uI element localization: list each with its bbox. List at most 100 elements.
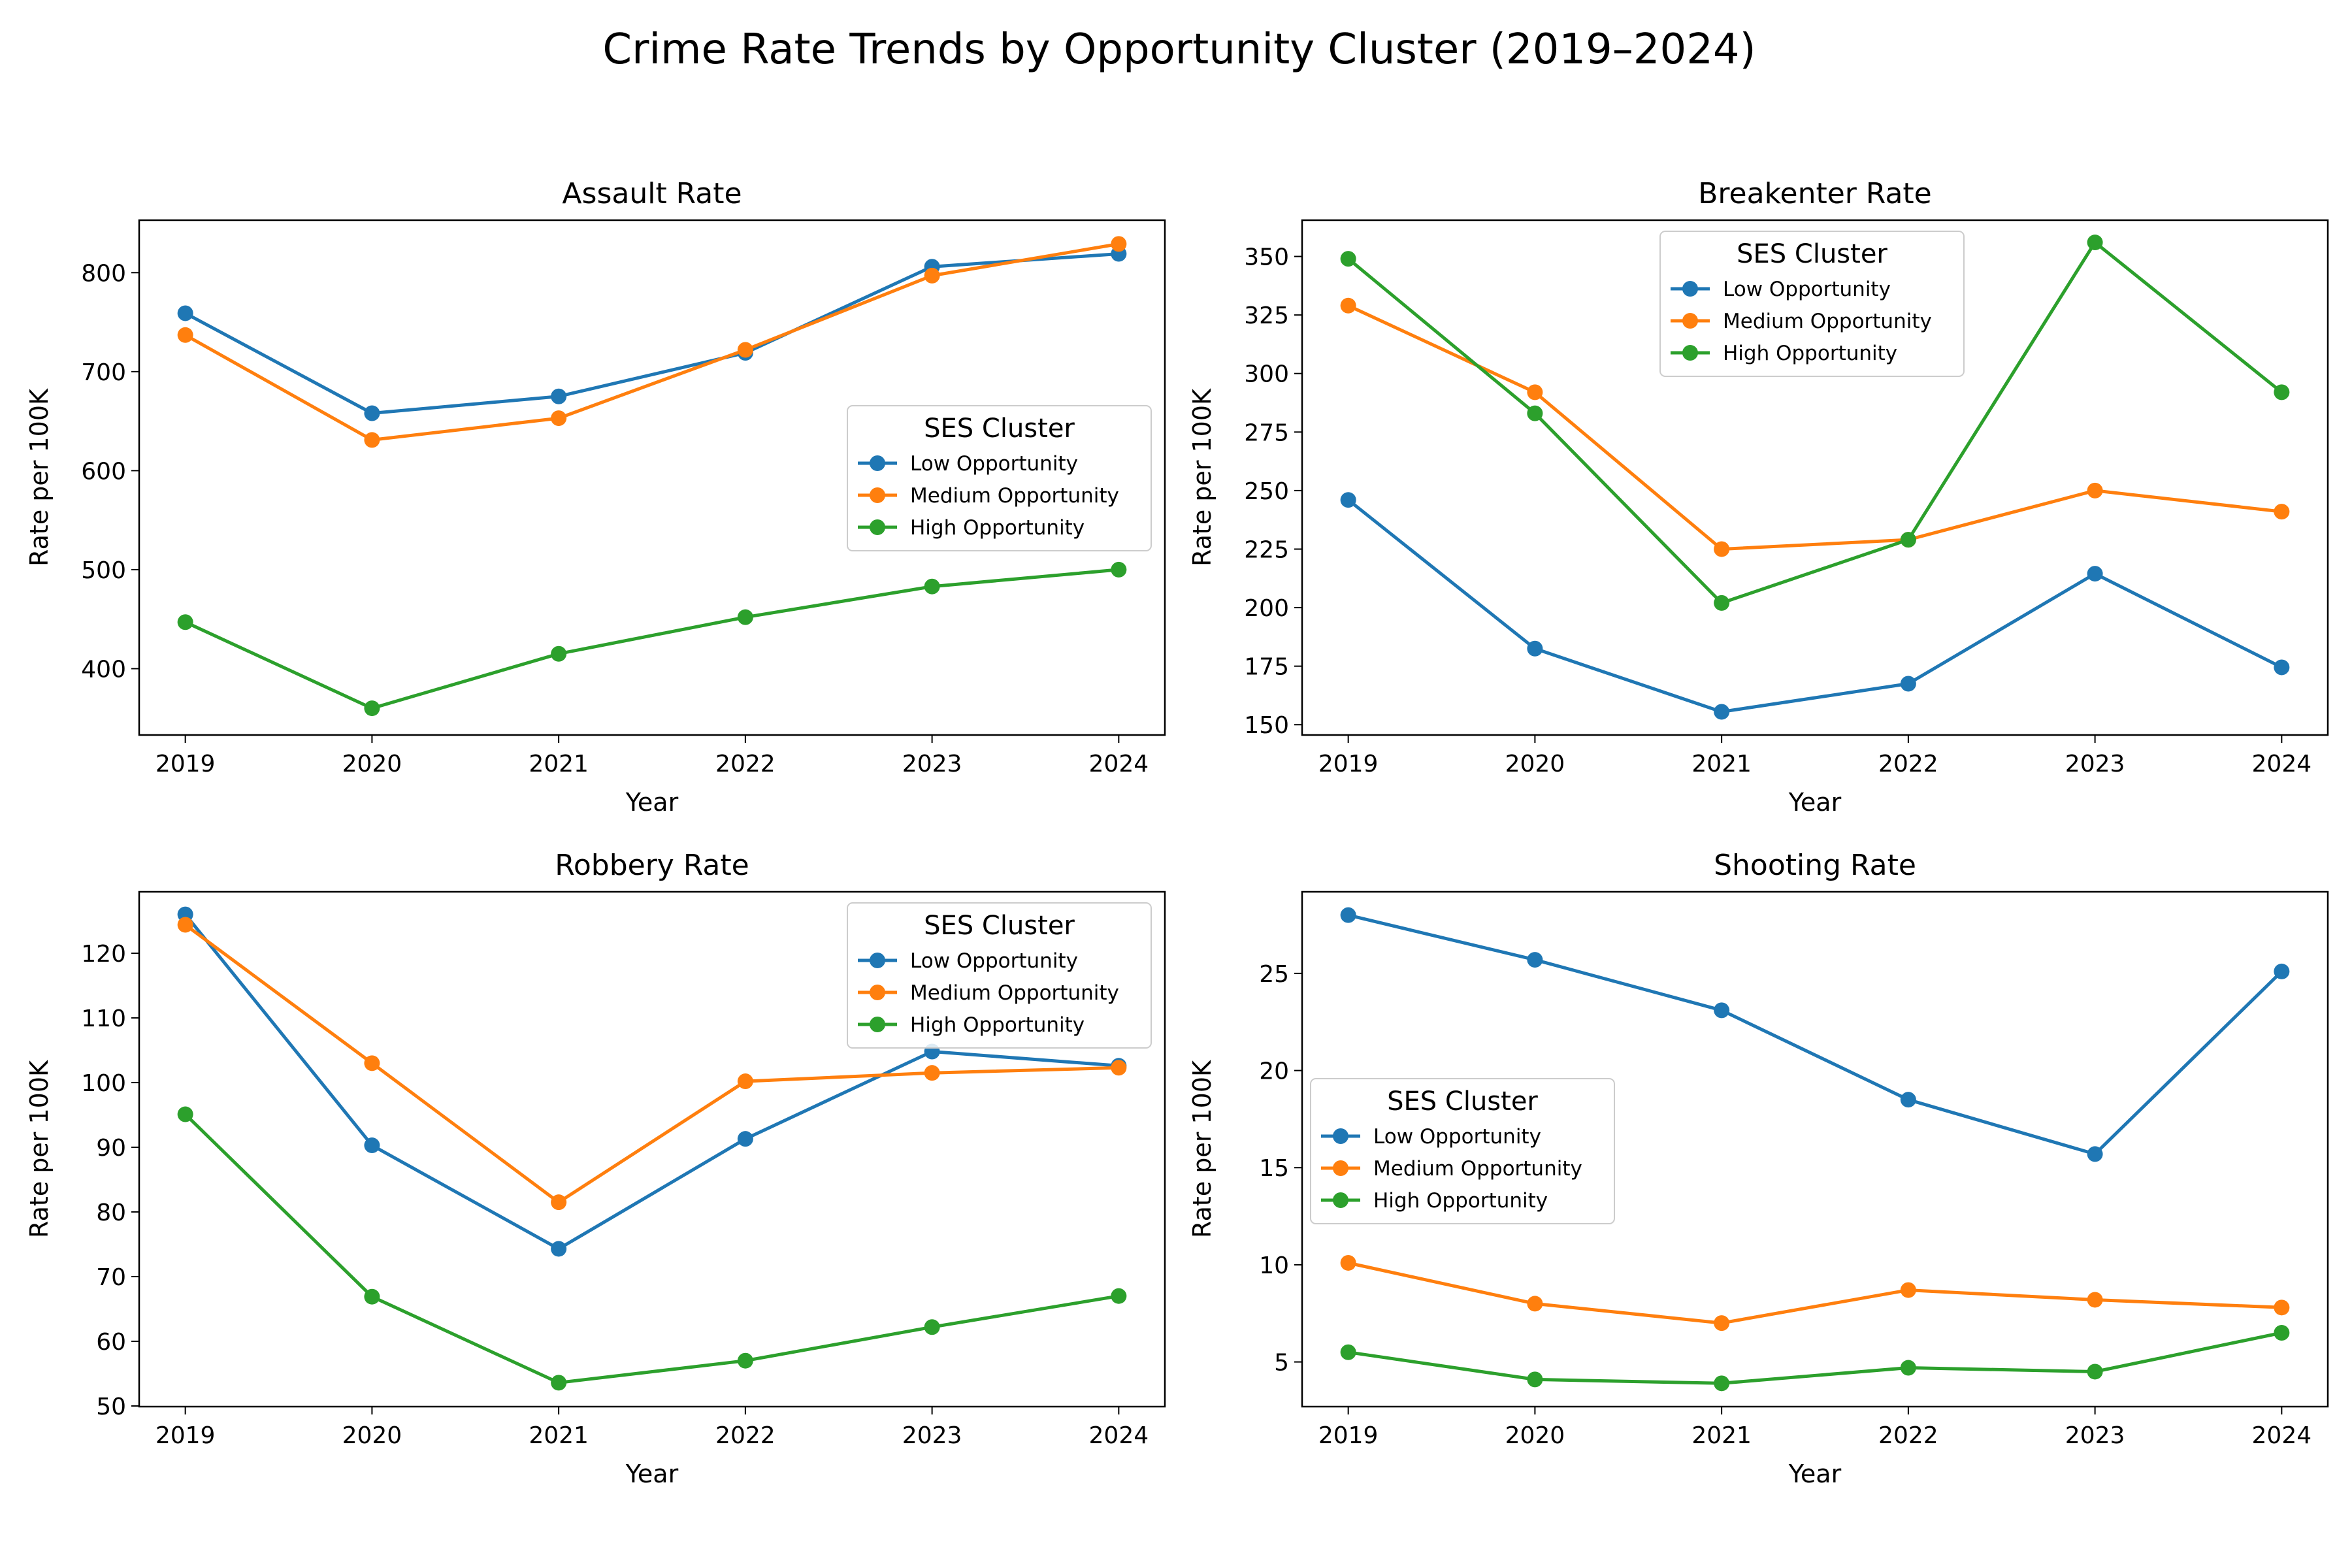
series-medium-opportunity (1340, 1254, 2290, 1331)
data-point (2087, 566, 2103, 582)
legend: SES Cluster Low Opportunity Medium Opportu… (847, 405, 1152, 551)
panel-robbery-rate: Robbery Rate 2019 2020 2021 2022 2023 2024 50 60… (25, 849, 1166, 1488)
data-point (1527, 1371, 1543, 1388)
x-axis-label: Year (1788, 788, 1842, 817)
series-low-opportunity (1340, 907, 2290, 1162)
y-tick-label: 25 (1259, 961, 1289, 988)
legend: SES Cluster Low Opportunity Medium Opportu… (847, 902, 1152, 1049)
panel-title: Assault Rate (562, 177, 742, 210)
data-point (1527, 640, 1543, 657)
axes-frame (1301, 219, 2329, 736)
x-tick-label: 2020 (342, 751, 402, 777)
data-point (1111, 561, 1127, 578)
x-axis-label: Year (1788, 1460, 1842, 1488)
data-point (924, 578, 940, 595)
x-tick-label: 2024 (1089, 751, 1149, 777)
y-axis-label: Rate per 100K (25, 388, 54, 566)
x-tick-label: 2022 (715, 751, 776, 777)
data-point (177, 1106, 193, 1122)
x-tick-label: 2023 (2065, 1422, 2125, 1449)
panel-title: Shooting Rate (1714, 849, 1916, 882)
x-tick-label: 2021 (1691, 1422, 1752, 1449)
y-tick-label: 350 (1244, 244, 1289, 271)
x-tick-label: 2024 (2252, 1422, 2312, 1449)
x-axis-label: Year (625, 1460, 679, 1488)
data-point (364, 1055, 380, 1071)
y-tick-label: 110 (81, 1005, 126, 1032)
data-point (551, 645, 567, 662)
legend-marker (1333, 1160, 1348, 1176)
data-point (737, 1131, 753, 1147)
y-tick-label: 50 (96, 1394, 126, 1420)
x-tick-label: 2022 (1878, 1422, 1938, 1449)
x-tick-label: 2022 (715, 1422, 776, 1449)
series-medium-opportunity (177, 236, 1127, 448)
legend-label: Low Opportunity (910, 949, 1078, 973)
x-tick-label: 2024 (1089, 1422, 1149, 1449)
data-point (924, 1065, 940, 1081)
data-point (1714, 704, 1730, 720)
series-high-opportunity (1340, 235, 2290, 611)
axes-frame (138, 219, 1166, 736)
series-line (1348, 1261, 2282, 1325)
legend-box (847, 902, 1152, 1049)
data-point (1900, 1092, 1916, 1108)
data-point (364, 1288, 380, 1305)
data-point (2087, 235, 2103, 251)
series-line (184, 923, 1119, 1204)
series-line (184, 252, 1119, 415)
y-tick-label: 15 (1259, 1155, 1289, 1182)
data-point (737, 342, 753, 358)
data-point (1900, 1282, 1916, 1298)
y-tick-label: 80 (96, 1200, 126, 1226)
legend: SES Cluster Low Opportunity Medium Opportu… (1310, 1078, 1615, 1224)
legend-label: High Opportunity (910, 516, 1085, 540)
y-tick-label: 325 (1244, 302, 1289, 329)
panel-assault-rate: Assault Rate 2019 2020 2021 2022 2023 2024 400 5… (25, 177, 1166, 817)
data-point (737, 1073, 753, 1090)
data-point (1900, 532, 1916, 548)
legend-marker (870, 519, 885, 535)
data-point (2274, 1325, 2290, 1341)
y-tick-label: 120 (81, 941, 126, 968)
data-point (924, 1319, 940, 1335)
y-tick-label: 90 (96, 1135, 126, 1162)
y-tick-label: 300 (1244, 361, 1289, 388)
figure-title: Crime Rate Trends by Opportunity Cluster… (602, 25, 1756, 74)
panel-title: Breakenter Rate (1698, 177, 1932, 210)
series-high-opportunity (177, 561, 1127, 717)
data-point (364, 405, 380, 421)
data-point (177, 305, 193, 321)
data-point (1527, 952, 1543, 968)
legend-label: High Opportunity (1723, 342, 1897, 365)
legend-marker (870, 487, 885, 503)
data-point (1527, 384, 1543, 400)
data-point (177, 327, 193, 343)
x-tick-label: 2019 (155, 1422, 216, 1449)
data-point (2087, 1292, 2103, 1308)
x-tick-label: 2023 (902, 751, 962, 777)
data-point (2274, 1299, 2290, 1316)
y-tick-label: 70 (96, 1264, 126, 1291)
x-tick-label: 2019 (1318, 1422, 1379, 1449)
axes-frame (1301, 890, 2329, 1408)
legend-title: SES Cluster (1737, 239, 1887, 269)
series-high-opportunity (1340, 1325, 2290, 1392)
legend-label: Medium Opportunity (910, 484, 1119, 508)
series-line (1347, 240, 2283, 605)
y-tick-label: 225 (1244, 536, 1289, 563)
y-tick-label: 100 (81, 1070, 126, 1097)
data-point (1714, 595, 1730, 611)
series-line (184, 1113, 1119, 1384)
data-point (737, 1352, 753, 1369)
y-tick-label: 400 (81, 656, 126, 683)
legend-label: Low Opportunity (1723, 278, 1891, 301)
x-tick-label: 2020 (1505, 751, 1565, 777)
y-tick-label: 500 (81, 557, 126, 584)
data-point (1714, 1315, 1730, 1331)
data-point (1714, 1375, 1730, 1392)
series-low-opportunity (177, 246, 1127, 421)
data-point (1111, 236, 1127, 252)
data-point (1714, 541, 1730, 557)
series-line (184, 242, 1119, 442)
